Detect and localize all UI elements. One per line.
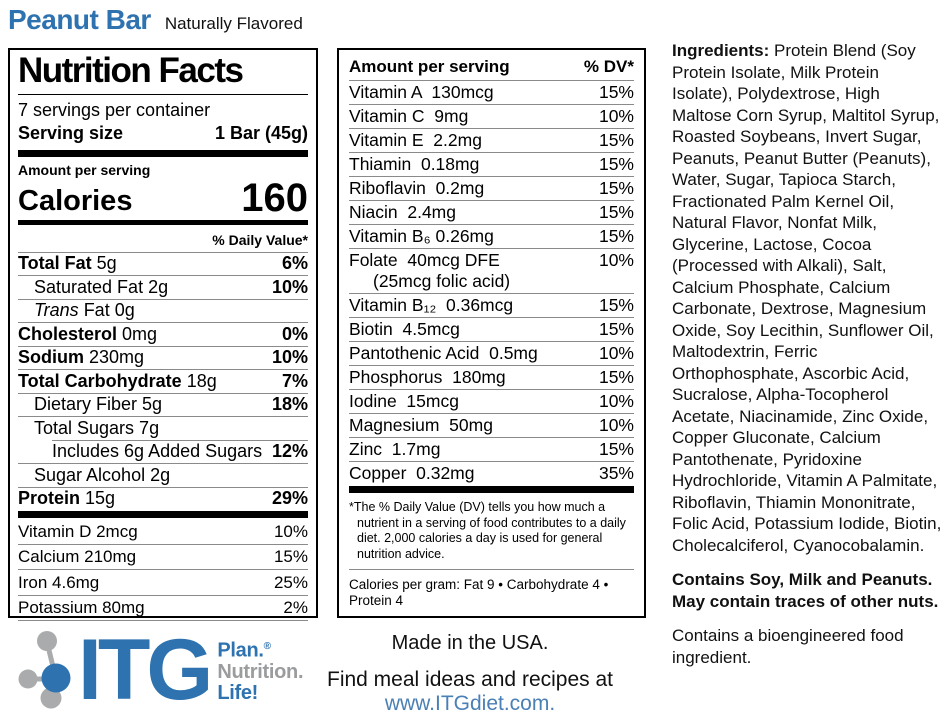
vitamin-row: Vitamin E 2.2mg 15%: [349, 128, 634, 150]
micro-row: Vitamin D 2mcg 10%: [18, 519, 308, 545]
servings-per-container: 7 servings per container: [18, 99, 211, 120]
thick-rule: [18, 149, 308, 157]
vitamin-row: Thiamin 0.18mg 15%: [349, 152, 634, 174]
footer-center: Made in the USA. Find meal ideas and rec…: [280, 632, 660, 716]
tagline-life: Life!: [217, 681, 259, 704]
serving-size-row: Serving size 1 Bar (45g): [18, 121, 308, 149]
nutrient-row: Includes 6g Added Sugars 12%: [52, 439, 308, 461]
find-recipes-text: Find meal ideas and recipes at: [327, 668, 613, 691]
vitamin-row: Vitamin B₁₂ 0.36mcg 15%: [349, 293, 634, 315]
nutrient-row: Sodium 230mg 10%: [18, 345, 308, 367]
nutrient-row: Dietary Fiber 5g 18%: [18, 392, 308, 417]
serving-size-label: Serving size: [18, 122, 124, 143]
vitamin-row: Pantothenic Acid 0.5mg 10%: [349, 341, 634, 363]
tagline-nutrition: Nutrition.: [217, 660, 304, 683]
ingredients-paragraph: Ingredients: Protein Blend (Soy Protein …: [672, 40, 942, 556]
nutrient-row: Trans Fat 0g: [18, 298, 308, 323]
product-name: Peanut Bar: [8, 4, 151, 35]
nutrient-rows: Total Fat 5g 6% Saturated Fat 2g 10% Trans F…: [18, 251, 308, 511]
calories-label: Calories: [18, 184, 133, 217]
vitamin-panel: Amount per serving % DV* Vitamin A 130mc…: [337, 48, 646, 618]
nutrition-facts-panel: Nutrition Facts 7 servings per container…: [8, 48, 318, 621]
daily-value-footnote: *The % Daily Value (DV) tells you how mu…: [349, 500, 626, 561]
vitamin-row: Zinc 1.7mg 15%: [349, 437, 634, 459]
made-in-usa: Made in the USA.: [391, 632, 549, 654]
vitamin-row: Biotin 4.5mcg 15%: [349, 317, 634, 339]
nutrient-row: Total Fat 5g 6%: [18, 251, 308, 273]
thick-rule: [349, 486, 634, 493]
vitamin-row: Phosphorus 180mg 15%: [349, 365, 634, 387]
ingredients-label: Ingredients:: [672, 41, 770, 60]
tagline-plan: Plan.®: [217, 639, 271, 662]
nutrient-row: Total Carbohydrate 18g 7%: [18, 369, 308, 391]
vitamin-header-right: % DV*: [583, 57, 634, 76]
nutrition-facts-title: Nutrition Facts: [18, 51, 308, 95]
vitamin-row: Vitamin A 130mcg 15%: [349, 80, 634, 102]
medium-rule: [18, 219, 308, 225]
vitamin-row: Niacin 2.4mg 15%: [349, 200, 634, 222]
website-link[interactable]: www.ITGdiet.com.: [384, 692, 556, 715]
serving-size-value: 1 Bar (45g): [214, 122, 308, 143]
vitamin-row: Iodine 15mcg 10%: [349, 389, 634, 411]
calories-value: 160: [241, 175, 308, 220]
vitamin-rows: Vitamin A 130mcg 15% Vitamin C 9mg 10% Vitam…: [349, 80, 634, 485]
bioengineered-statement: Contains a bioengineered food ingredient…: [672, 626, 904, 667]
nutrient-row: Sugar Alcohol 2g: [18, 463, 308, 487]
vitamin-row: Vitamin B₆ 0.26mg 15%: [349, 224, 634, 246]
nutrient-row: Protein 15g 29%: [18, 486, 308, 508]
product-subtitle: Naturally Flavored: [164, 14, 303, 33]
micronutrient-rows: Vitamin D 2mcg 10% Calcium 210mg 15% Iron 4.…: [18, 519, 308, 621]
vitamin-row: Copper 0.32mg 35%: [349, 461, 634, 483]
ingredients-text: Protein Blend (Soy Protein Isolate, Milk…: [672, 41, 942, 555]
nutrient-row: Saturated Fat 2g 10%: [18, 275, 308, 299]
calories-row: Calories 160: [18, 178, 308, 218]
micro-row: Calcium 210mg 15%: [18, 545, 308, 570]
thick-rule: [18, 511, 308, 518]
amount-per-serving-label: Amount per serving: [18, 161, 151, 178]
vitamin-row: Folate 40mcg DFE (25mcg folic acid) 10%: [349, 248, 634, 291]
allergen-statement: Contains Soy, Milk and Peanuts. May cont…: [672, 570, 939, 611]
vitamin-row: Riboflavin 0.2mg 15%: [349, 176, 634, 198]
label-header: Peanut Bar Naturally Flavored: [8, 4, 303, 36]
vitamin-header-row: Amount per serving % DV*: [349, 54, 634, 80]
micro-row: Iron 4.6mg 25%: [18, 570, 308, 596]
molecule-icon: [18, 631, 71, 709]
vitamin-header-left: Amount per serving: [349, 57, 510, 76]
nutrient-row: Cholesterol 0mg 0%: [18, 322, 308, 344]
vitamin-row: Vitamin C 9mg 10%: [349, 104, 634, 126]
footnote-divider: [349, 569, 634, 570]
micro-row: Potassium 80mg 2%: [18, 596, 308, 621]
ingredients-section: Ingredients: Protein Blend (Soy Protein …: [672, 40, 942, 668]
registered-mark: ®: [263, 641, 271, 653]
nutrient-row: Total Sugars 7g: [18, 416, 308, 440]
vitamin-row: Magnesium 50mg 10%: [349, 413, 634, 435]
itg-logo: ITG Plan.® Nutrition. Life!: [12, 622, 304, 718]
logo-text: ITG: [78, 622, 213, 718]
tagline: Plan.® Nutrition. Life!: [217, 636, 303, 704]
calories-per-gram: Calories per gram: Fat 9 • Carbohydrate …: [349, 577, 609, 608]
daily-value-header: % Daily Value*: [212, 231, 308, 248]
